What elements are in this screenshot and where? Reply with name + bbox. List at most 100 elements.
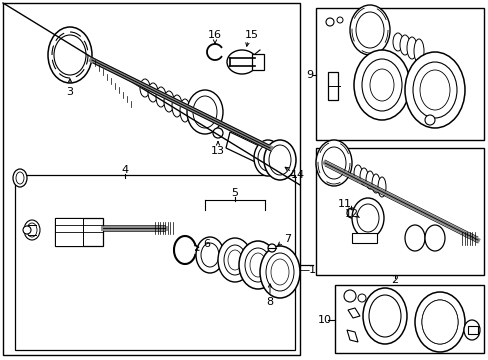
Text: 13: 13 <box>210 146 224 156</box>
Circle shape <box>267 244 275 252</box>
Ellipse shape <box>353 50 409 120</box>
Ellipse shape <box>196 237 224 273</box>
Ellipse shape <box>424 225 444 251</box>
Ellipse shape <box>54 35 86 75</box>
Circle shape <box>424 115 434 125</box>
Polygon shape <box>346 330 357 342</box>
Ellipse shape <box>371 174 379 193</box>
Circle shape <box>336 17 342 23</box>
Ellipse shape <box>414 292 464 352</box>
Ellipse shape <box>419 70 449 110</box>
Ellipse shape <box>421 300 457 344</box>
Ellipse shape <box>355 12 383 48</box>
Polygon shape <box>327 72 337 100</box>
Ellipse shape <box>351 198 383 238</box>
Polygon shape <box>347 308 359 318</box>
Ellipse shape <box>172 95 182 117</box>
Circle shape <box>23 226 31 234</box>
Ellipse shape <box>356 204 378 232</box>
Circle shape <box>357 294 365 302</box>
Ellipse shape <box>404 52 464 128</box>
Text: —1: —1 <box>298 265 316 275</box>
Ellipse shape <box>412 62 456 118</box>
Ellipse shape <box>268 145 290 175</box>
Ellipse shape <box>353 165 361 181</box>
Ellipse shape <box>186 90 223 134</box>
Polygon shape <box>225 132 271 168</box>
Ellipse shape <box>404 225 424 251</box>
Ellipse shape <box>362 288 406 344</box>
Circle shape <box>346 208 356 218</box>
Ellipse shape <box>156 87 165 107</box>
Ellipse shape <box>148 83 158 102</box>
Ellipse shape <box>13 169 27 187</box>
Bar <box>55 218 83 246</box>
Bar <box>315 8 483 140</box>
Ellipse shape <box>239 241 276 289</box>
Ellipse shape <box>258 145 278 171</box>
Bar <box>334 285 483 353</box>
Text: 16: 16 <box>207 30 222 40</box>
Text: 14: 14 <box>290 170 305 180</box>
Ellipse shape <box>201 243 219 267</box>
Ellipse shape <box>227 250 242 270</box>
Ellipse shape <box>226 50 257 74</box>
Ellipse shape <box>140 79 150 97</box>
Ellipse shape <box>377 177 385 197</box>
Text: 10: 10 <box>317 315 331 325</box>
Ellipse shape <box>413 39 423 63</box>
Text: 15: 15 <box>244 30 259 40</box>
Ellipse shape <box>48 27 92 83</box>
Ellipse shape <box>421 300 457 344</box>
Circle shape <box>325 18 333 26</box>
Ellipse shape <box>24 220 40 240</box>
Bar <box>467 326 477 334</box>
Text: 9: 9 <box>306 70 313 80</box>
Ellipse shape <box>180 99 190 122</box>
Ellipse shape <box>321 147 346 179</box>
Ellipse shape <box>359 168 367 185</box>
Bar <box>315 148 483 275</box>
Ellipse shape <box>193 96 217 128</box>
Ellipse shape <box>16 172 24 184</box>
Bar <box>3 3 299 355</box>
Bar <box>55 218 103 246</box>
Text: 11: 11 <box>337 199 351 209</box>
Ellipse shape <box>218 238 251 282</box>
Circle shape <box>343 290 355 302</box>
Ellipse shape <box>406 37 416 59</box>
Ellipse shape <box>270 259 288 285</box>
Ellipse shape <box>463 320 479 340</box>
Ellipse shape <box>163 91 174 112</box>
Ellipse shape <box>253 140 282 176</box>
Ellipse shape <box>369 69 393 101</box>
Ellipse shape <box>399 35 409 55</box>
Ellipse shape <box>315 140 351 186</box>
Ellipse shape <box>429 310 449 334</box>
Ellipse shape <box>244 248 270 282</box>
Text: 7: 7 <box>284 234 291 244</box>
Ellipse shape <box>392 33 402 51</box>
Ellipse shape <box>425 305 453 339</box>
Text: 3: 3 <box>66 87 73 97</box>
Bar <box>251 54 264 70</box>
Ellipse shape <box>368 295 400 337</box>
Bar <box>15 175 294 350</box>
Ellipse shape <box>224 245 245 275</box>
Ellipse shape <box>361 59 401 111</box>
Ellipse shape <box>349 5 389 55</box>
Ellipse shape <box>249 253 265 277</box>
Text: 2: 2 <box>390 275 398 285</box>
Text: 12: 12 <box>344 209 358 219</box>
Ellipse shape <box>264 140 295 180</box>
Ellipse shape <box>260 246 299 298</box>
Text: 8: 8 <box>266 297 273 307</box>
Text: 4: 4 <box>121 165 128 175</box>
Ellipse shape <box>27 223 37 237</box>
Bar <box>351 233 376 243</box>
Text: 5: 5 <box>231 188 238 198</box>
Ellipse shape <box>265 253 293 291</box>
Ellipse shape <box>365 171 373 189</box>
Text: 6: 6 <box>203 239 210 249</box>
Circle shape <box>213 128 223 138</box>
